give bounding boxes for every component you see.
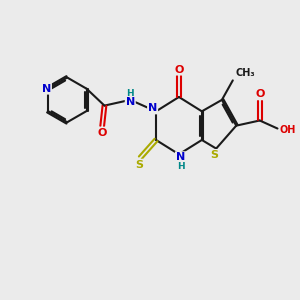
Text: N: N [148, 103, 157, 113]
Text: N: N [176, 152, 185, 162]
Text: OH: OH [280, 125, 296, 135]
Text: CH₃: CH₃ [235, 68, 255, 77]
Text: O: O [174, 64, 184, 74]
Text: O: O [255, 89, 264, 99]
Text: O: O [98, 128, 107, 137]
Text: N: N [42, 84, 51, 94]
Text: H: H [177, 162, 185, 171]
Text: N: N [126, 97, 135, 107]
Text: S: S [211, 150, 219, 160]
Text: S: S [135, 160, 143, 170]
Text: H: H [126, 89, 134, 98]
